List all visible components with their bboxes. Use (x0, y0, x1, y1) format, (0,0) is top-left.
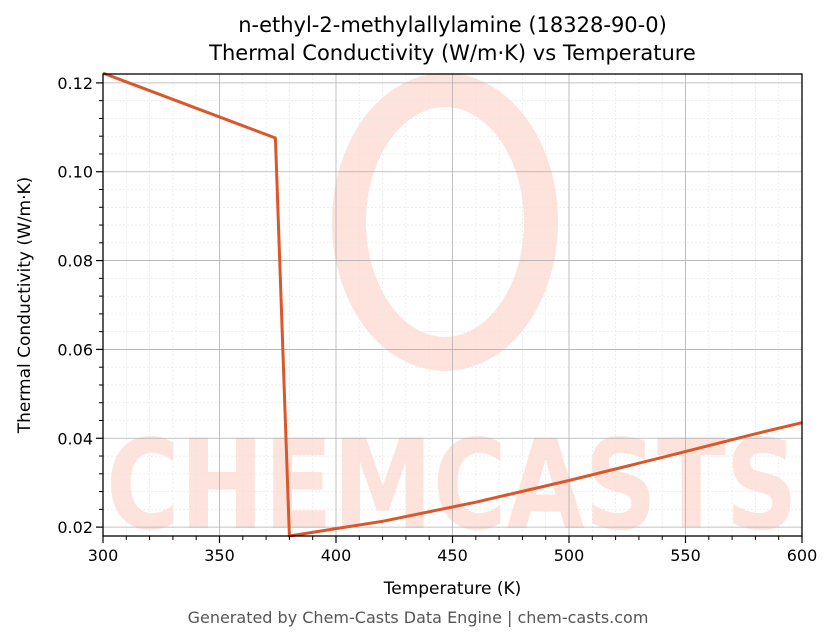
x-tick-label: 350 (204, 546, 235, 565)
y-tick-label: 0.06 (57, 340, 93, 359)
axis-ticks: 300 350 400 450 500 550 600 0.02 0.04 0.06 0.08 0.1… (57, 74, 817, 565)
footer-credit: Generated by Chem-Casts Data Engine | ch… (187, 608, 649, 627)
y-tick-label: 0.12 (57, 74, 93, 93)
thermal-conductivity-chart: CHEMCASTS 300 350 400 450 500 550 600 0.02 0.04 0… (15, 71, 817, 599)
x-axis-label: Temperature (K) (383, 579, 522, 599)
y-tick-label: 0.04 (57, 429, 93, 448)
x-tick-label: 300 (88, 546, 119, 565)
chart-title: n-ethyl-2-methylallylamine (18328-90-0) (238, 13, 667, 37)
x-tick-label: 550 (670, 546, 701, 565)
x-tick-label: 500 (554, 546, 585, 565)
y-tick-label: 0.10 (57, 163, 93, 182)
x-tick-label: 450 (437, 546, 468, 565)
y-axis-label: Thermal Conductivity (W/m·K) (15, 177, 35, 435)
series-line (102, 71, 803, 538)
series-layer (102, 71, 803, 538)
watermark-ring (332, 73, 558, 371)
y-tick-label: 0.02 (57, 518, 93, 537)
chart-subtitle: Thermal Conductivity (W/m·K) vs Temperat… (209, 41, 696, 65)
y-tick-label: 0.08 (57, 252, 93, 271)
chemcasts-watermark: CHEMCASTS (106, 73, 798, 558)
x-tick-label: 600 (787, 546, 818, 565)
x-tick-label: 400 (321, 546, 352, 565)
